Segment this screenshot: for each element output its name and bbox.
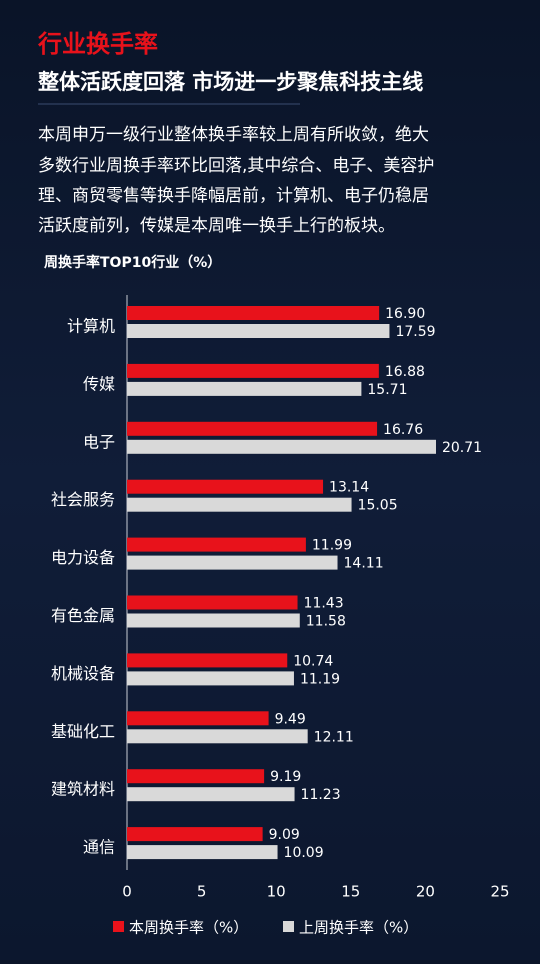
bar: [127, 653, 288, 668]
bar: [127, 787, 295, 802]
y-tick-label: 电力设备: [51, 548, 115, 567]
bar: [127, 421, 378, 436]
value-label: 10.09: [284, 845, 324, 861]
value-label: 10.74: [293, 653, 333, 669]
value-label: 11.23: [301, 787, 341, 803]
value-label: 9.19: [270, 769, 301, 785]
bar: [127, 769, 265, 784]
bar: [127, 613, 300, 628]
y-tick-label: 计算机: [67, 317, 115, 336]
tag: 行业换手率: [37, 30, 158, 58]
bar: [127, 537, 306, 552]
x-tick-label: 25: [490, 883, 509, 901]
y-tick-label: 机械设备: [51, 664, 115, 683]
bar: [127, 439, 436, 454]
x-tick-label: 15: [341, 883, 360, 901]
bar: [127, 497, 352, 512]
bar: [127, 381, 362, 396]
body-line: 多数行业周换手率环比回落,其中综合、电子、美容护: [38, 156, 434, 176]
bar: [127, 711, 269, 726]
bar: [127, 595, 298, 610]
x-tick-label: 20: [416, 883, 435, 901]
value-label: 11.43: [304, 596, 344, 612]
y-tick-label: 传媒: [83, 374, 115, 393]
y-tick-label: 有色金属: [51, 606, 115, 625]
value-label: 15.71: [367, 382, 407, 398]
y-tick-label: 基础化工: [51, 722, 115, 741]
bar: [127, 555, 338, 570]
value-label: 11.58: [306, 614, 346, 630]
value-label: 12.11: [314, 729, 354, 745]
x-tick-label: 0: [122, 883, 132, 901]
value-label: 11.19: [300, 671, 340, 687]
x-tick-label: 10: [267, 883, 286, 901]
value-label: 9.09: [269, 827, 300, 843]
value-label: 20.71: [442, 440, 482, 456]
bar: [127, 671, 294, 686]
body-line: 理、商贸零售等换手降幅居前，计算机、电子仍稳居: [38, 186, 429, 206]
x-tick-label: 5: [197, 883, 207, 901]
y-tick-label: 通信: [83, 838, 115, 857]
value-label: 14.11: [344, 556, 384, 572]
value-label: 11.99: [312, 538, 352, 554]
value-label: 16.88: [385, 364, 425, 380]
value-label: 17.59: [395, 324, 435, 340]
headline: 整体活跃度回落 市场进一步聚焦科技主线: [38, 70, 423, 94]
bar: [127, 479, 324, 494]
body-line: 活跃度前列，传媒是本周唯一换手上行的板块。: [38, 216, 395, 236]
value-label: 13.14: [329, 480, 369, 496]
bar: [127, 363, 379, 378]
y-tick-label: 社会服务: [51, 490, 115, 509]
bar: [127, 729, 308, 744]
legend-swatch: [113, 921, 124, 932]
value-label: 16.76: [383, 422, 423, 438]
bar: [127, 845, 278, 860]
y-tick-label: 建筑材料: [51, 780, 115, 799]
value-label: 9.49: [275, 711, 306, 727]
legend-swatch: [283, 921, 294, 932]
value-label: 16.90: [385, 306, 425, 322]
body-line: 本周申万一级行业整体换手率较上周有所收敛，绝大: [38, 125, 429, 145]
bar: [127, 306, 380, 320]
y-tick-label: 电子: [83, 432, 115, 451]
bar: [127, 827, 263, 842]
bar: [127, 324, 390, 338]
chart-title: 周换手率TOP10行业（%）: [44, 254, 221, 271]
value-label: 15.05: [358, 498, 398, 514]
legend-label: 上周换手率（%）: [299, 919, 418, 937]
legend-label: 本周换手率（%）: [129, 919, 248, 937]
